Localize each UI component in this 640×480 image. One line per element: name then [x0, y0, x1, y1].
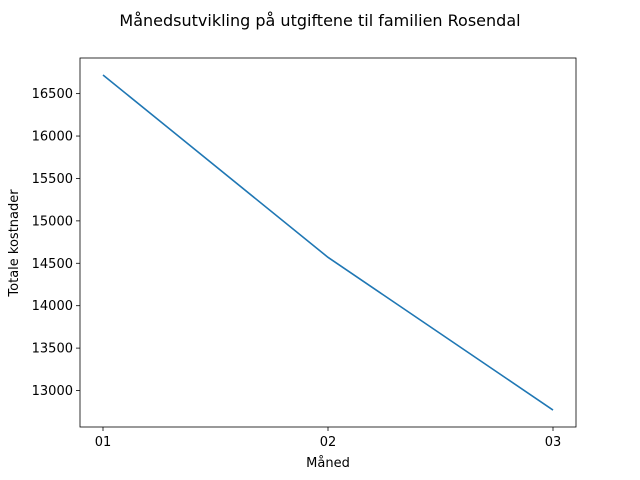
y-tick-label: 15500	[32, 172, 73, 187]
y-tick-label: 13500	[32, 342, 73, 357]
plot-area	[79, 57, 577, 428]
x-tick-label: 02	[320, 435, 337, 450]
x-axis: 01 02 03	[95, 427, 562, 450]
series-line-0	[102, 74, 554, 411]
y-tick-label: 16500	[32, 87, 73, 102]
y-tick-label: 16000	[32, 130, 73, 145]
y-tick-label: 14000	[32, 299, 73, 314]
y-tick-label: 14500	[32, 257, 73, 272]
x-axis-label: Måned	[306, 456, 350, 471]
plot-frame	[79, 57, 577, 428]
x-tick-label: 01	[95, 435, 112, 450]
y-axis-label: Totale kostnader	[7, 189, 22, 298]
y-tick-label: 15000	[32, 214, 73, 229]
y-tick-label: 13000	[32, 384, 73, 399]
y-axis: 13000 13500 14000 14500 15000 15500 16000 16500	[32, 87, 80, 399]
chart-title: Månedsutvikling på utgiftene til familie…	[119, 11, 520, 30]
x-tick-label: 03	[545, 435, 562, 450]
